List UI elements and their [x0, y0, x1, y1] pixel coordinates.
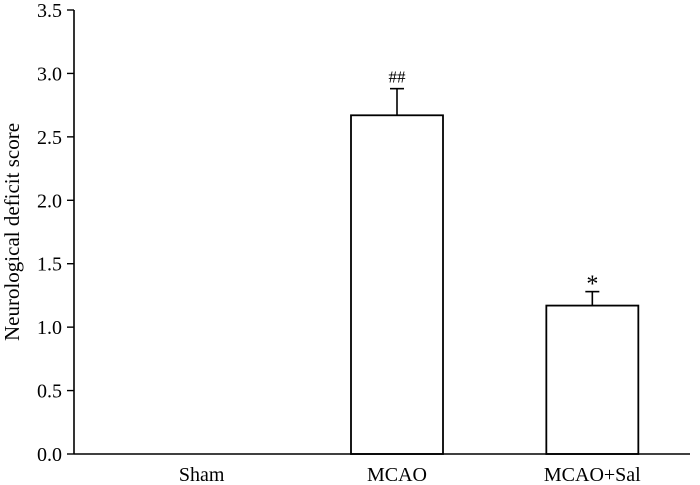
x-tick-label: Sham [179, 464, 225, 485]
x-axis-tick-labels: Sham MCAO MCAO+Sal [179, 464, 641, 485]
x-tick-label: MCAO [367, 464, 427, 485]
significance-marker: * [586, 272, 598, 298]
significance-marker: ## [389, 68, 407, 87]
y-tick-label: 3.5 [37, 0, 62, 22]
y-tick-label: 2.5 [37, 127, 62, 149]
y-tick-label: 2.0 [37, 190, 62, 212]
x-tick-label: MCAO+Sal [544, 464, 641, 485]
bar-mcao [350, 114, 444, 455]
y-tick-label: 0.5 [37, 381, 62, 403]
bars: ## * [350, 68, 640, 455]
y-tick-label: 1.5 [37, 254, 62, 276]
y-tick-label: 3.0 [37, 63, 62, 85]
y-tick-label: 0.0 [37, 444, 62, 466]
y-axis-title: Neurological deficit score [0, 123, 24, 341]
y-tick-label: 1.0 [37, 317, 62, 339]
bar-mcao-sal [545, 304, 640, 455]
y-axis-ticks: 0.0 0.5 1.0 1.5 2.0 2.5 3.0 3.5 [37, 0, 74, 466]
